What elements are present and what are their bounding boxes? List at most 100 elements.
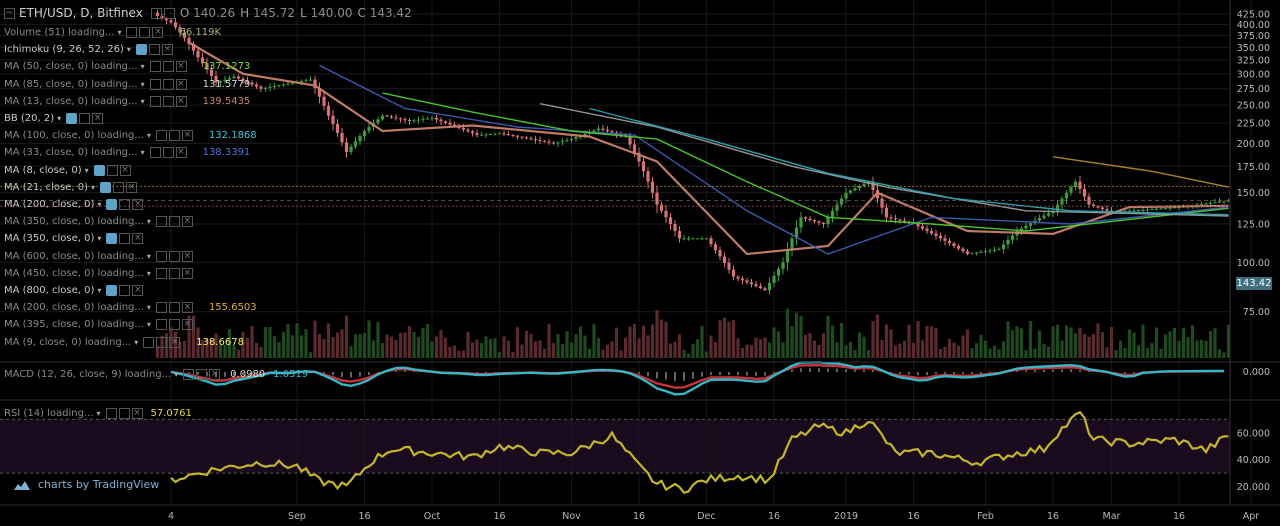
settings-icon[interactable] — [162, 78, 174, 90]
settings-icon[interactable] — [168, 130, 180, 142]
chevron-down-icon[interactable]: ▾ — [140, 62, 145, 72]
eye-icon[interactable] — [155, 267, 167, 279]
indicator-row[interactable]: MA (200, close, 0) ▾ × — [4, 197, 144, 212]
close-icon[interactable]: × — [119, 164, 131, 176]
eye-icon[interactable] — [66, 113, 78, 124]
indicator-row[interactable]: MA (800, close, 0) ▾ × — [4, 283, 144, 298]
indicator-row[interactable]: MA (33, close, 0) loading... ▾ × 138.3391 — [4, 145, 250, 160]
indicator-row[interactable]: Ichimoku (9, 26, 52, 26) ▾ × — [4, 42, 173, 57]
indicator-row[interactable]: MA (350, close, 0) ▾ × — [4, 231, 144, 246]
chevron-down-icon[interactable]: ▾ — [134, 337, 139, 347]
settings-icon[interactable] — [79, 113, 91, 124]
close-icon[interactable]: × — [181, 302, 193, 314]
indicator-row[interactable]: MA (50, close, 0) loading... ▾ × 137.1273 — [4, 59, 250, 74]
close-icon[interactable]: × — [181, 130, 193, 142]
settings-icon[interactable] — [162, 95, 174, 107]
close-icon[interactable]: × — [152, 27, 164, 38]
chevron-down-icon[interactable]: ▾ — [117, 28, 122, 37]
indicator-row[interactable]: MA (450, close, 0) loading... ▾ × — [4, 266, 193, 281]
close-icon[interactable]: × — [132, 233, 144, 245]
eye-icon[interactable] — [149, 78, 161, 90]
close-icon[interactable]: × — [181, 267, 193, 279]
settings-icon[interactable] — [163, 7, 175, 19]
settings-icon[interactable] — [168, 267, 180, 279]
indicator-row[interactable]: MA (395, close, 0) loading... ▾ × — [4, 317, 193, 332]
chevron-down-icon[interactable]: ▾ — [84, 165, 89, 175]
collapse-icon[interactable]: − — [4, 7, 15, 19]
eye-icon[interactable] — [106, 285, 118, 296]
close-icon[interactable]: × — [175, 78, 187, 90]
eye-icon[interactable] — [149, 61, 161, 73]
settings-icon[interactable] — [119, 285, 131, 296]
indicator-row[interactable]: MA (85, close, 0) loading... ▾ × 131.5779 — [4, 77, 250, 92]
close-icon[interactable]: × — [181, 250, 193, 262]
close-icon[interactable]: × — [132, 199, 144, 210]
chevron-down-icon[interactable]: ▾ — [146, 131, 151, 141]
tradingview-logo[interactable]: charts by TradingView — [12, 478, 159, 491]
settings-icon[interactable] — [168, 319, 180, 331]
eye-icon[interactable] — [155, 319, 167, 331]
settings-icon[interactable] — [162, 61, 174, 73]
chevron-down-icon[interactable]: ▾ — [97, 234, 102, 244]
eye-icon[interactable] — [149, 147, 161, 159]
close-icon[interactable]: × — [175, 95, 187, 107]
chevron-down-icon[interactable]: ▾ — [146, 251, 151, 261]
eye-icon[interactable] — [100, 181, 112, 193]
settings-icon[interactable] — [168, 216, 180, 228]
close-icon[interactable]: × — [175, 61, 187, 73]
chevron-down-icon[interactable]: ▾ — [140, 148, 145, 158]
indicator-row[interactable]: MA (9, close, 0) loading... ▾ × 138.6678 — [4, 335, 244, 350]
chevron-down-icon[interactable]: ▾ — [97, 200, 102, 209]
indicator-row[interactable]: MA (21, close, 0) ▾ × — [4, 180, 138, 195]
indicator-row[interactable]: MA (200, close, 0) loading... ▾ × 155.6503 — [4, 300, 257, 315]
chevron-down-icon[interactable]: ▾ — [126, 45, 131, 55]
eye-icon[interactable] — [149, 95, 161, 107]
chevron-down-icon[interactable]: ▾ — [57, 114, 62, 123]
settings-icon[interactable] — [148, 44, 160, 56]
eye-icon[interactable] — [93, 164, 105, 176]
close-icon[interactable]: × — [169, 336, 181, 348]
indicator-row[interactable]: BB (20, 2) ▾ × — [4, 111, 104, 126]
chevron-down-icon[interactable]: ▾ — [146, 320, 151, 330]
settings-icon[interactable] — [119, 199, 131, 210]
eye-icon[interactable] — [155, 250, 167, 262]
indicator-row[interactable]: MA (600, close, 0) loading... ▾ × — [4, 249, 193, 264]
settings-icon[interactable] — [168, 250, 180, 262]
eye-icon[interactable] — [143, 336, 155, 348]
settings-icon[interactable] — [168, 302, 180, 314]
indicator-row[interactable]: MA (350, close, 0) loading... ▾ × — [4, 214, 193, 229]
eye-icon[interactable] — [155, 130, 167, 142]
chevron-down-icon[interactable]: ▾ — [146, 268, 151, 278]
chevron-down-icon[interactable]: ▾ — [146, 303, 151, 313]
settings-icon[interactable] — [162, 147, 174, 159]
indicator-row[interactable]: Volume (51) loading... ▾ × 66.119K — [4, 25, 221, 40]
chevron-down-icon[interactable]: ▾ — [140, 79, 145, 89]
indicator-row[interactable]: MA (100, close, 0) loading... ▾ × 132.1868 — [4, 128, 257, 143]
indicator-row[interactable]: MA (13, close, 0) loading... ▾ × 139.5435 — [4, 94, 250, 109]
close-icon[interactable]: × — [126, 181, 138, 193]
settings-icon[interactable] — [139, 27, 151, 38]
settings-icon[interactable] — [113, 181, 125, 193]
close-icon[interactable]: × — [161, 44, 173, 56]
close-icon[interactable]: × — [181, 216, 193, 228]
eye-icon[interactable] — [126, 27, 138, 38]
settings-icon[interactable] — [156, 336, 168, 348]
eye-icon[interactable] — [106, 199, 118, 210]
settings-icon[interactable] — [119, 233, 131, 245]
eye-icon[interactable] — [106, 233, 118, 245]
eye-icon[interactable] — [150, 7, 162, 19]
indicator-row[interactable]: MA (8, close, 0) ▾ × — [4, 163, 131, 178]
chevron-down-icon[interactable]: ▾ — [140, 96, 145, 106]
chevron-down-icon[interactable]: ▾ — [146, 217, 151, 227]
close-icon[interactable]: × — [132, 285, 144, 296]
close-icon[interactable]: × — [175, 147, 187, 159]
eye-icon[interactable] — [135, 44, 147, 56]
eye-icon[interactable] — [155, 216, 167, 228]
eye-icon[interactable] — [155, 302, 167, 314]
settings-icon[interactable] — [106, 164, 118, 176]
chevron-down-icon[interactable]: ▾ — [91, 182, 96, 192]
close-icon[interactable]: × — [181, 319, 193, 331]
chevron-down-icon[interactable]: ▾ — [97, 286, 102, 295]
close-icon[interactable]: × — [92, 113, 104, 124]
